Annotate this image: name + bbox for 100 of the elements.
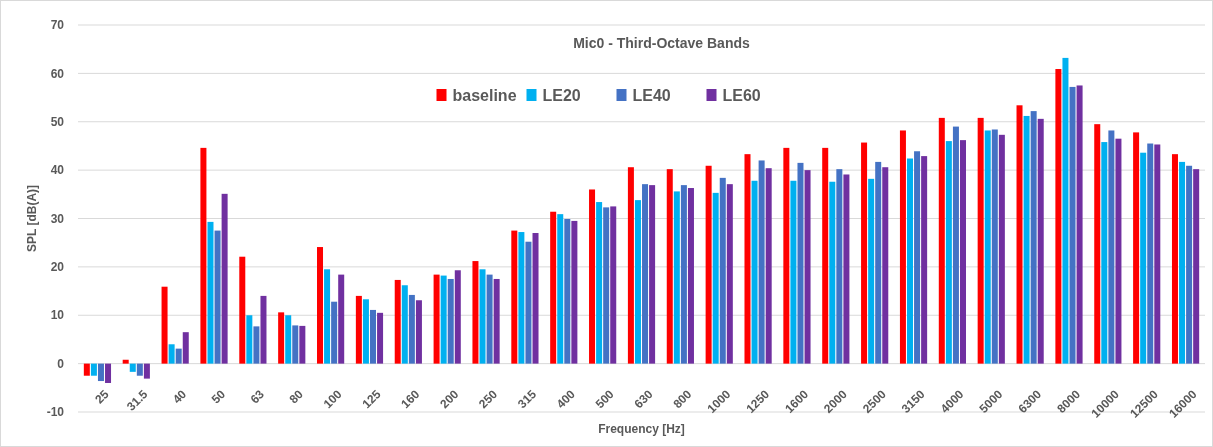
bar xyxy=(1171,154,1178,364)
bar xyxy=(751,180,758,364)
bar xyxy=(1023,115,1030,364)
bar xyxy=(627,167,634,364)
bar xyxy=(804,170,811,364)
bar xyxy=(649,185,656,364)
bar xyxy=(666,169,673,364)
bar xyxy=(977,117,984,364)
bar xyxy=(370,309,376,364)
bar xyxy=(843,174,850,364)
bar xyxy=(129,363,136,372)
bar xyxy=(634,200,641,364)
x-tick-label: 160 xyxy=(398,386,423,412)
bar xyxy=(472,261,479,364)
bar xyxy=(440,275,447,364)
bar xyxy=(790,180,797,364)
bar xyxy=(394,279,401,364)
legend-label: LE60 xyxy=(722,86,761,104)
bar xyxy=(299,325,306,364)
y-tick-label: 40 xyxy=(50,163,65,178)
bar xyxy=(433,274,440,364)
bar xyxy=(518,232,525,364)
bar xyxy=(836,169,843,364)
legend-label: baseline xyxy=(452,86,517,104)
legend-label: LE20 xyxy=(542,86,581,104)
bar xyxy=(1133,132,1140,364)
bar xyxy=(447,278,454,364)
bar xyxy=(454,270,461,364)
x-tick-label: 25 xyxy=(92,386,112,407)
bar xyxy=(214,230,221,364)
text: Mic0 - Third-Octave Bands xyxy=(573,35,751,51)
bar xyxy=(603,207,610,364)
bar xyxy=(726,184,733,364)
x-tick-label: 200 xyxy=(437,386,462,412)
bar xyxy=(744,154,751,364)
x-tick-label: 630 xyxy=(631,386,656,412)
bar xyxy=(1069,86,1076,364)
x-tick-label: 80 xyxy=(286,386,307,407)
x-axis-title: Frequency [Hz] xyxy=(598,422,685,436)
bar xyxy=(401,285,408,364)
y-tick-label: 50 xyxy=(50,114,65,129)
bar xyxy=(945,141,952,364)
bar xyxy=(97,363,104,382)
bar xyxy=(1094,124,1101,364)
bar xyxy=(938,117,945,364)
bar xyxy=(1186,165,1193,364)
bar xyxy=(1108,130,1115,364)
y-tick-label: 70 xyxy=(50,18,65,33)
bar xyxy=(338,274,345,364)
bar xyxy=(875,161,882,364)
bar xyxy=(882,167,889,364)
bar xyxy=(136,363,143,376)
y-tick-label: 10 xyxy=(50,308,65,323)
bar xyxy=(493,278,500,364)
bar xyxy=(143,363,150,379)
bar xyxy=(90,363,97,376)
bar xyxy=(260,295,267,364)
x-tick-label: 315 xyxy=(514,386,540,412)
bar xyxy=(783,147,790,364)
bar xyxy=(331,301,338,364)
bar xyxy=(221,193,228,364)
bar xyxy=(161,286,168,364)
y-tick-label: 20 xyxy=(50,260,65,275)
bar xyxy=(168,344,175,364)
bar xyxy=(479,269,486,364)
bar xyxy=(532,233,539,364)
bar xyxy=(952,126,959,364)
bar xyxy=(596,202,603,364)
bar xyxy=(1179,161,1186,364)
bar xyxy=(1193,169,1200,364)
bar xyxy=(239,256,246,364)
bar xyxy=(557,214,564,364)
bar xyxy=(998,134,1005,364)
bar xyxy=(317,247,324,364)
bar xyxy=(105,363,112,383)
bar xyxy=(175,348,182,364)
bar xyxy=(1115,138,1122,364)
x-tick-label: 40 xyxy=(169,386,190,407)
x-tick-label: 125 xyxy=(359,386,384,412)
bar xyxy=(122,359,129,364)
bar xyxy=(525,241,532,364)
bar xyxy=(673,191,680,364)
bar xyxy=(822,147,829,364)
bar xyxy=(83,363,90,376)
x-tick-label: 400 xyxy=(553,386,579,412)
bar xyxy=(589,189,596,364)
bar xyxy=(564,218,571,364)
bar xyxy=(200,147,207,364)
bar xyxy=(292,325,299,364)
bar xyxy=(408,294,415,364)
y-tick-label: -10 xyxy=(46,405,65,420)
x-tick-label: 500 xyxy=(592,386,617,412)
bar xyxy=(642,184,649,364)
bar xyxy=(182,332,189,364)
bar xyxy=(571,220,578,364)
bar xyxy=(907,158,913,364)
legend-label: LE40 xyxy=(632,86,671,104)
x-tick-label: 800 xyxy=(670,386,695,412)
bar xyxy=(959,140,966,364)
bar xyxy=(991,129,998,364)
